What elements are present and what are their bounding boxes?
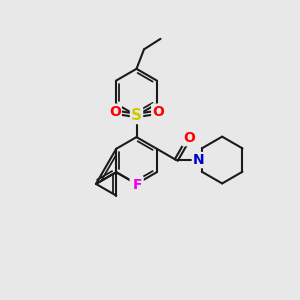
Text: O: O xyxy=(152,105,164,118)
Text: N: N xyxy=(193,153,205,167)
Text: F: F xyxy=(133,178,142,192)
Text: N: N xyxy=(193,153,205,167)
Text: O: O xyxy=(109,105,121,118)
Text: S: S xyxy=(131,108,142,123)
Text: N: N xyxy=(131,177,142,191)
Text: O: O xyxy=(183,131,195,145)
